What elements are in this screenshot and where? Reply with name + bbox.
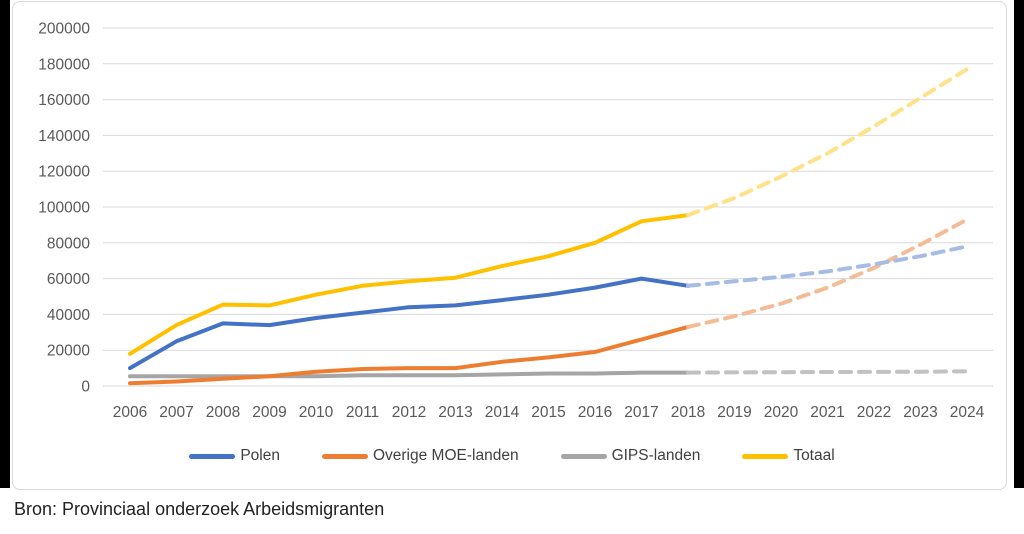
legend-swatch-totaal — [742, 453, 789, 459]
series-line-polen-forecast — [686, 244, 969, 288]
legend-item-overige-moe-landen: Overige MOE-landen — [321, 447, 519, 465]
x-tick-label: 2013 — [438, 404, 472, 421]
series-line-polen-solid — [128, 276, 690, 371]
x-tick-label: 2019 — [717, 404, 751, 421]
x-tick-label: 2021 — [810, 404, 844, 421]
y-tick-label: 160000 — [38, 92, 90, 109]
legend-label: Polen — [240, 447, 280, 464]
left-edge-bar — [0, 0, 10, 488]
y-tick-label: 60000 — [47, 271, 90, 288]
y-tick-label: 80000 — [47, 235, 90, 252]
right-edge-bar — [1014, 0, 1024, 488]
legend-item-polen: Polen — [189, 447, 280, 465]
x-tick-label: 2006 — [113, 404, 147, 421]
y-tick-label: 40000 — [47, 307, 90, 324]
x-tick-label: 2022 — [857, 404, 891, 421]
y-tick-label: 0 — [81, 379, 90, 396]
y-tick-label: 140000 — [38, 128, 90, 145]
series-line-totaal-solid — [128, 213, 690, 356]
legend-swatch-polen — [189, 453, 236, 459]
x-tick-label: 2015 — [531, 404, 565, 421]
source-note: Bron: Provinciaal onderzoek Arbeidsmigra… — [14, 499, 385, 519]
legend-item-totaal: Totaal — [742, 447, 835, 465]
y-tick-label: 200000 — [38, 21, 90, 38]
series-line-overige-moe-landen-solid — [128, 324, 690, 386]
x-tick-label: 2024 — [950, 404, 985, 421]
x-tick-label: 2009 — [252, 404, 286, 421]
y-tick-label: 120000 — [38, 164, 90, 181]
series-line-gips-landen-forecast — [686, 369, 969, 375]
series-line-overige-moe-landen-forecast — [686, 217, 969, 329]
legend-item-gips-landen: GIPS-landen — [560, 447, 701, 465]
legend-label: Overige MOE-landen — [372, 447, 519, 464]
y-tick-label: 180000 — [38, 56, 90, 73]
x-tick-label: 2016 — [578, 404, 612, 421]
legend-swatch-gips-landen — [560, 453, 607, 459]
x-tick-label: 2008 — [206, 404, 240, 421]
x-tick-label: 2012 — [392, 404, 426, 421]
y-tick-label: 20000 — [47, 343, 90, 360]
x-tick-label: 2017 — [624, 404, 658, 421]
x-tick-label: 2011 — [346, 404, 379, 421]
series-line-gips-landen-solid — [128, 370, 690, 379]
x-tick-label: 2023 — [903, 404, 937, 421]
legend-label: Totaal — [793, 447, 835, 464]
x-tick-label: 2007 — [159, 404, 193, 421]
x-tick-label: 2018 — [671, 404, 705, 421]
legend: Polen Overige MOE-landen GIPS-landen Tot… — [0, 447, 1024, 465]
chart-area — [12, 1, 1007, 490]
x-tick-label: 2020 — [764, 404, 799, 421]
legend-label: GIPS-landen — [611, 447, 701, 464]
series-line-totaal-forecast — [686, 67, 969, 218]
x-tick-label: 2014 — [485, 404, 520, 421]
x-tick-label: 2010 — [299, 404, 334, 421]
y-tick-label: 100000 — [38, 200, 90, 217]
legend-swatch-overige-moe-landen — [321, 453, 368, 459]
